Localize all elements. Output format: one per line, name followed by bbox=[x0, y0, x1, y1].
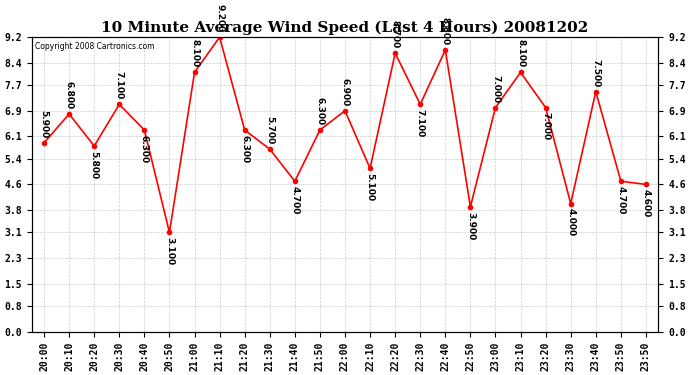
Text: 6.900: 6.900 bbox=[340, 78, 350, 106]
Text: 4.600: 4.600 bbox=[642, 189, 651, 217]
Text: 9.200: 9.200 bbox=[215, 4, 224, 32]
Text: 4.700: 4.700 bbox=[616, 186, 625, 214]
Text: 6.300: 6.300 bbox=[240, 135, 249, 163]
Text: 7.100: 7.100 bbox=[115, 71, 124, 100]
Text: 5.100: 5.100 bbox=[366, 173, 375, 201]
Text: 4.000: 4.000 bbox=[566, 209, 575, 237]
Text: 8.100: 8.100 bbox=[516, 39, 525, 68]
Text: 5.800: 5.800 bbox=[90, 151, 99, 179]
Text: 3.100: 3.100 bbox=[165, 237, 174, 266]
Title: 10 Minute Average Wind Speed (Last 4 Hours) 20081202: 10 Minute Average Wind Speed (Last 4 Hou… bbox=[101, 20, 589, 34]
Text: 3.900: 3.900 bbox=[466, 211, 475, 240]
Text: Copyright 2008 Cartronics.com: Copyright 2008 Cartronics.com bbox=[34, 42, 154, 51]
Text: 7.500: 7.500 bbox=[591, 58, 600, 87]
Text: 8.800: 8.800 bbox=[441, 17, 450, 45]
Text: 5.700: 5.700 bbox=[265, 116, 274, 144]
Text: 4.700: 4.700 bbox=[290, 186, 299, 214]
Text: 6.300: 6.300 bbox=[140, 135, 149, 163]
Text: 7.000: 7.000 bbox=[491, 75, 500, 103]
Text: 5.900: 5.900 bbox=[39, 110, 48, 138]
Text: 8.100: 8.100 bbox=[190, 39, 199, 68]
Text: 7.100: 7.100 bbox=[416, 109, 425, 137]
Text: 8.700: 8.700 bbox=[391, 20, 400, 48]
Text: 6.300: 6.300 bbox=[315, 97, 324, 125]
Text: 7.000: 7.000 bbox=[541, 112, 550, 141]
Text: 6.800: 6.800 bbox=[65, 81, 74, 109]
